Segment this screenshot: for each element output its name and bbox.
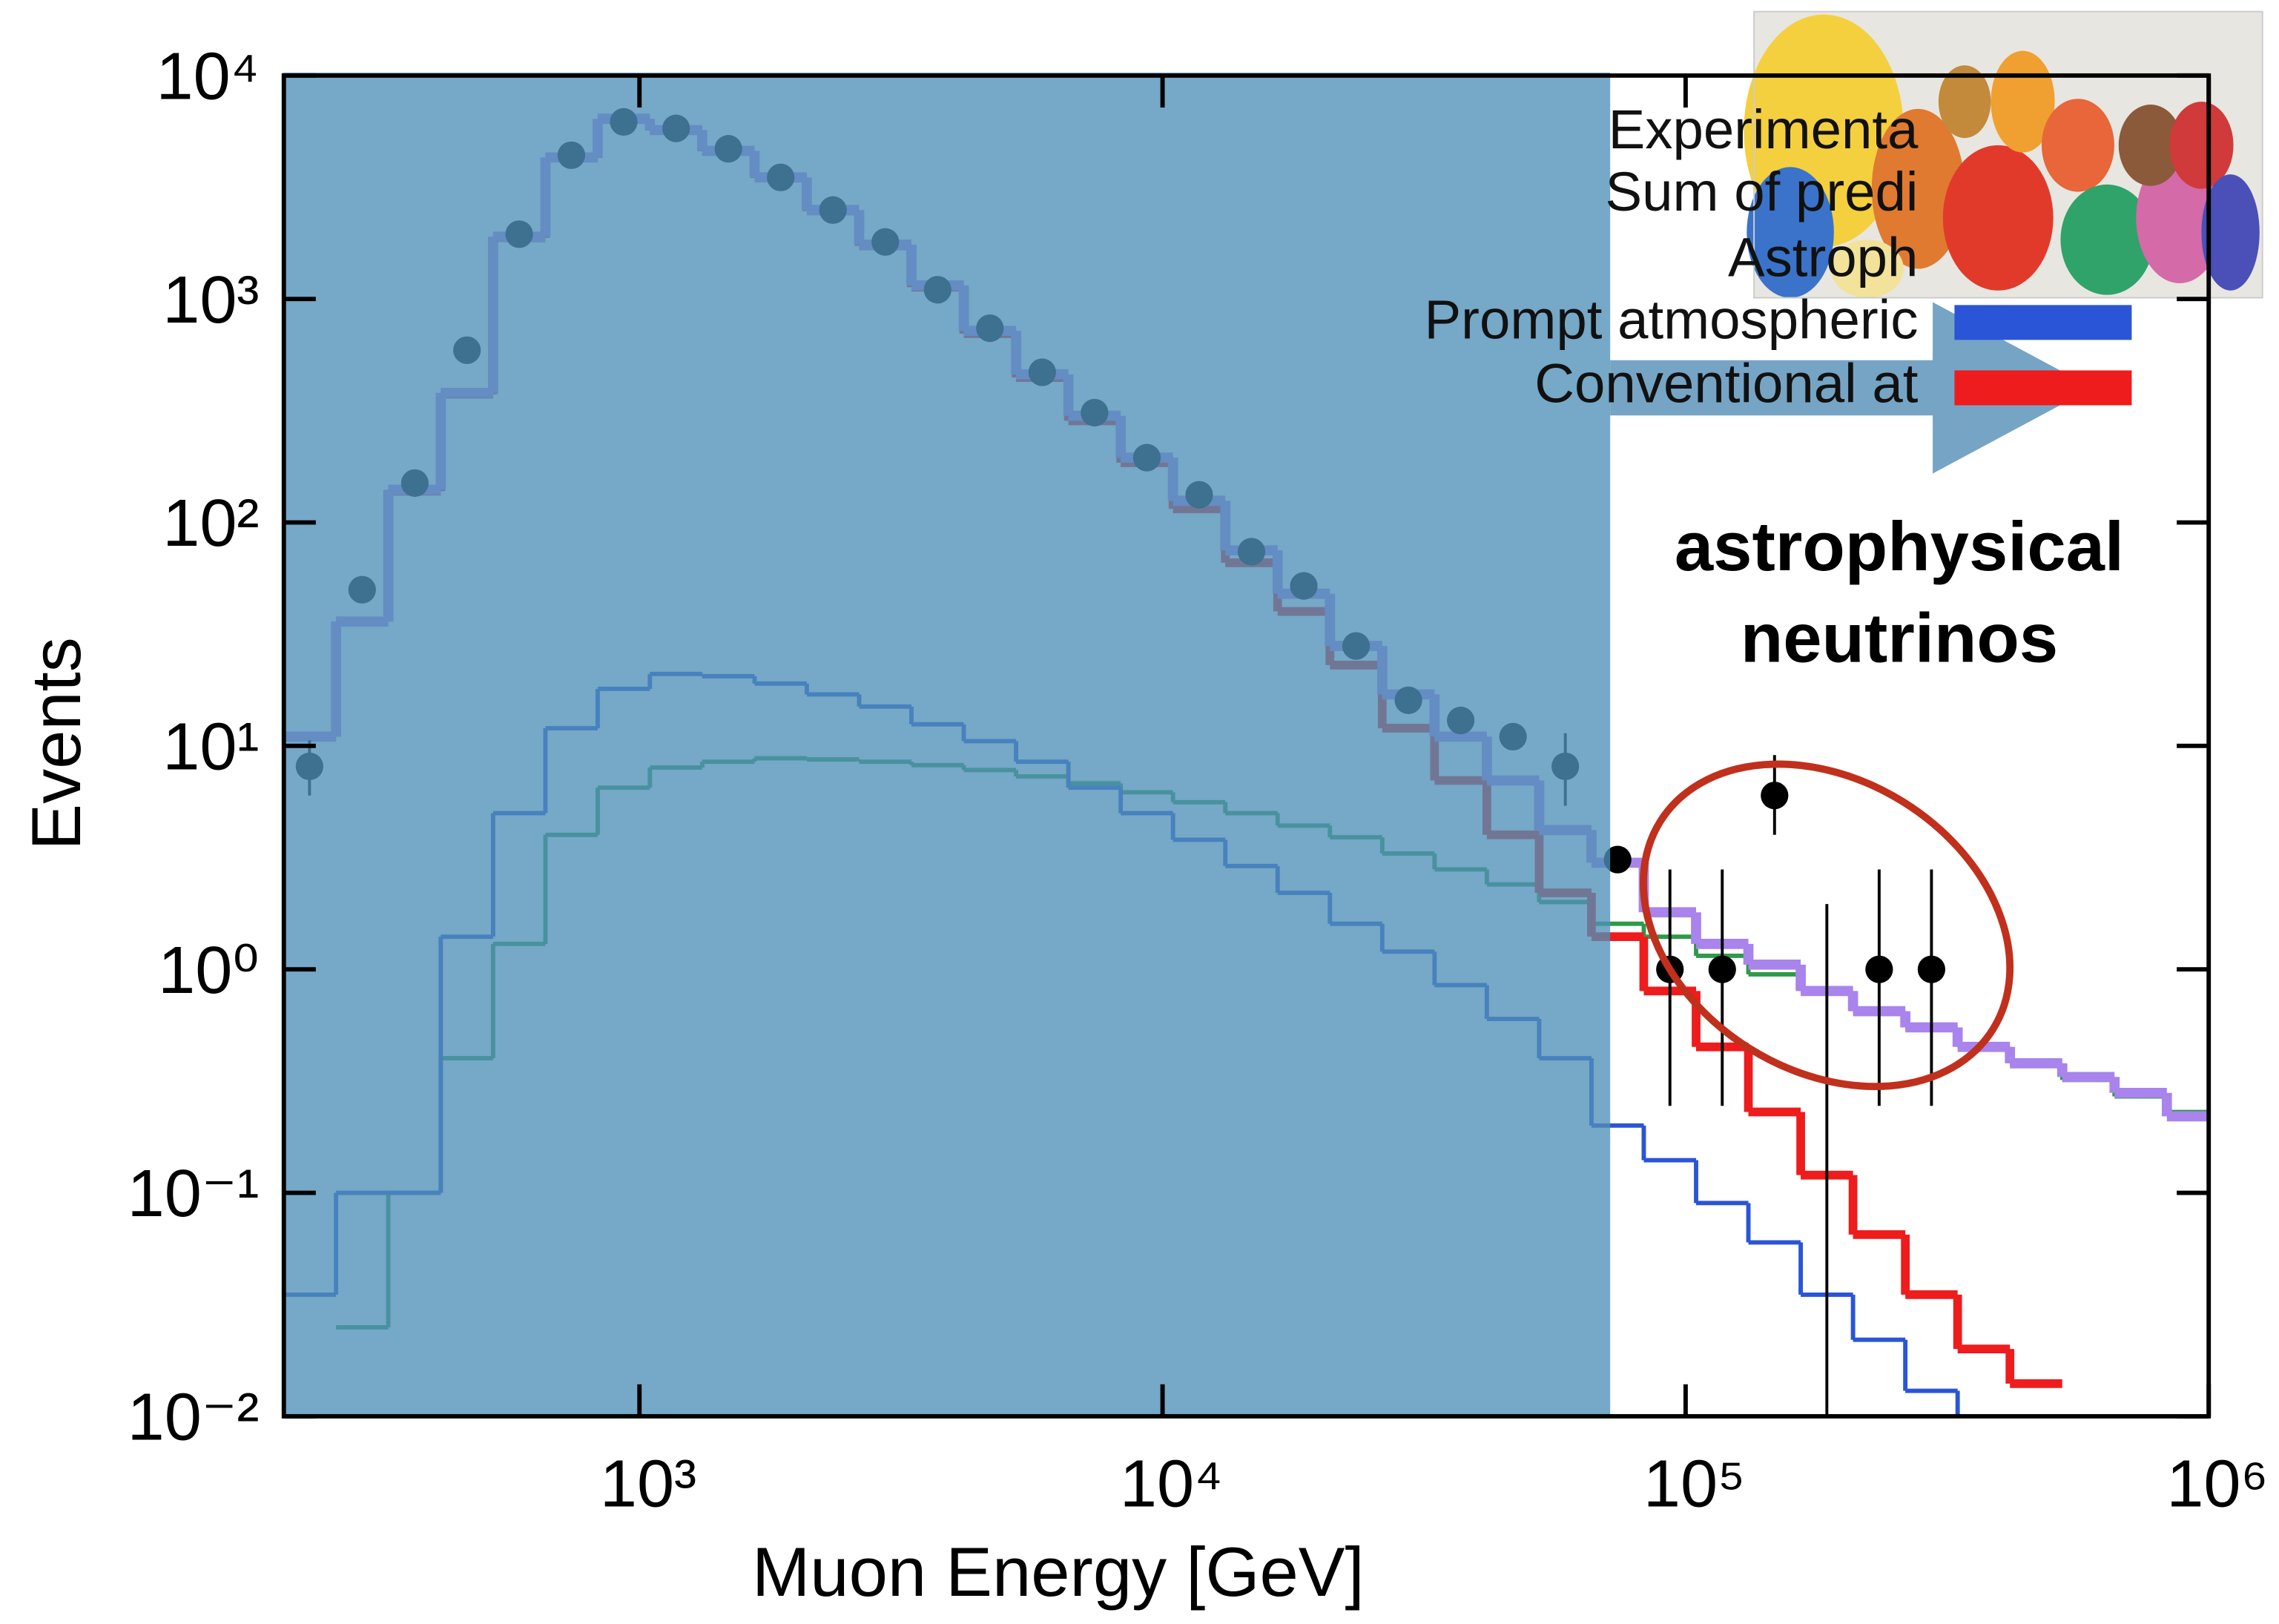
data-point [1917,955,1946,983]
data-point [1761,782,1789,810]
annotation: astrophysical [1675,507,2124,585]
photo-figure [2201,174,2260,291]
y-tick-label: 10⁰ [158,933,259,1008]
photo-figure [1942,145,2054,291]
photo-figure [1871,108,1965,269]
legend-label: Sum of predi [1606,161,1919,222]
y-tick-label: 10⁻² [128,1380,260,1455]
overlay [282,10,2263,1418]
photo-figure [1938,65,1991,139]
photo-figure [2060,184,2154,295]
x-tick-label: 10⁵ [1643,1447,1746,1522]
y-tick-label: 10⁴ [156,39,259,113]
highlight-ellipse [1640,760,2014,1091]
photo-figure [1747,167,1834,298]
x-tick-label: 10⁶ [2166,1447,2268,1522]
photo-figure [2041,99,2114,192]
photo-figure [1830,240,1904,298]
legend-label: Experimenta [1609,99,1919,160]
shaded-region [282,72,1611,1418]
data-point [1865,955,1893,983]
photo-figure [2118,105,2183,186]
annotation: neutrinos [1741,599,2058,677]
x-axis-label: Muon Energy [GeV] [752,1533,1365,1611]
photo-figure [2169,102,2234,189]
legend-label: Astroph [1728,226,1918,288]
arrow [1610,302,2093,474]
y-tick-label: 10³ [162,263,259,337]
data-point [1708,955,1736,983]
legend-swatch [1954,370,2132,406]
data-point [1603,845,1632,874]
y-axis-label: Events [17,637,95,850]
legend-label: Conventional at [1534,353,1918,415]
x-tick-label: 10³ [600,1447,696,1522]
y-tick-label: 10² [162,486,259,561]
y-tick-label: 10⁻¹ [128,1156,260,1231]
photo-frame [1753,10,2263,299]
photo [1744,10,2263,299]
legend-swatch [1954,305,2132,340]
x-tick-label: 10⁴ [1120,1447,1223,1522]
legend-label: Prompt atmospheric [1425,288,1919,350]
y-tick-label: 10¹ [162,710,259,785]
